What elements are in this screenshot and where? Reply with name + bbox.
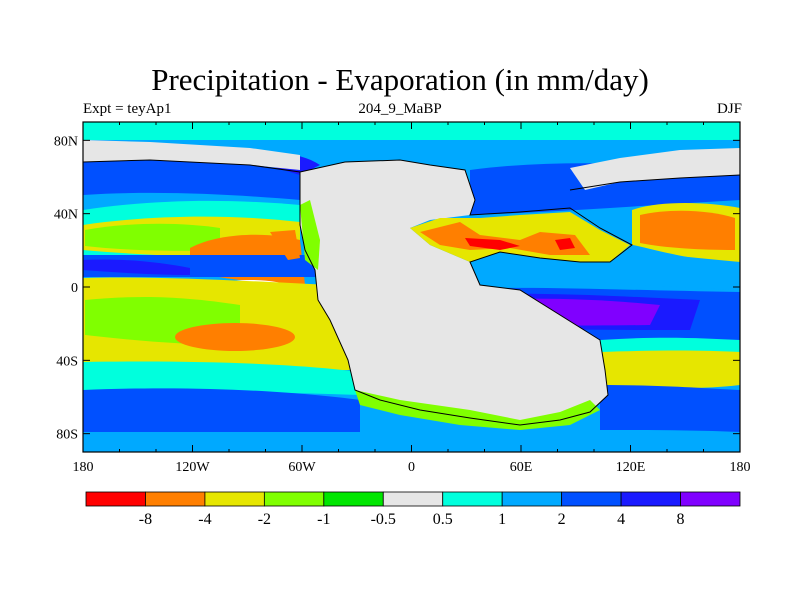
coastline-arctic	[83, 159, 740, 191]
tethys-orange	[420, 222, 590, 255]
arctic-land-east	[570, 148, 740, 190]
coastline	[299, 159, 633, 426]
colorbar-label: -2	[258, 511, 271, 528]
colorbar-swatch	[680, 491, 741, 507]
x-tick-label: 0	[408, 460, 415, 475]
antarctic-band	[83, 432, 740, 452]
tethys-red-1	[465, 238, 520, 250]
x-tick-label: 60E	[510, 460, 533, 475]
east-south-yellow	[600, 343, 740, 389]
pangea-south-rim	[355, 390, 600, 430]
colorbar-swatch	[263, 491, 325, 507]
time-period-label: 204_9_MaBP	[358, 101, 442, 117]
colorbar-label: -1	[317, 511, 330, 528]
colorbar-label: 0.5	[433, 511, 453, 528]
colorbar-label: -0.5	[371, 511, 396, 528]
y-tick-label: 40N	[54, 208, 78, 223]
colorbar-swatch	[561, 491, 622, 507]
x-axis: 180 120W 60W 0 60E 120E 180	[73, 122, 751, 475]
x-tick-label: 180	[73, 460, 94, 475]
colorbar-swatch	[382, 491, 444, 507]
colorbar-swatch	[204, 491, 265, 507]
colorbar-swatch	[442, 491, 503, 507]
east-north-orange	[640, 210, 735, 250]
east-cyan-strip	[600, 337, 740, 352]
colorbar-swatch	[85, 491, 146, 507]
south-pacific-orange	[175, 323, 295, 351]
colorbar-label: -8	[139, 511, 152, 528]
pangea-west-rim	[300, 200, 320, 270]
east-southern-storm	[600, 385, 740, 432]
colorbar-label: 1	[498, 511, 506, 528]
north-pacific-green	[85, 223, 220, 251]
colorbar-swatch	[323, 491, 384, 507]
east-equator-light	[600, 240, 740, 290]
x-tick-label: 180	[730, 460, 751, 475]
y-tick-label: 40S	[56, 354, 78, 369]
y-tick-label: 80N	[54, 134, 78, 149]
y-axis: 80N 40N 0 40S 80S	[54, 134, 740, 443]
x-tick-label: 120E	[616, 460, 646, 475]
equator-deep	[83, 259, 190, 275]
colorbar-swatch	[620, 491, 681, 507]
colorbar-swatch	[145, 491, 206, 507]
map-field	[83, 122, 740, 452]
y-tick-label: 80S	[56, 428, 78, 443]
pangea-landmass	[300, 160, 608, 425]
south-cyan-band	[83, 361, 360, 395]
colorbar-label: 2	[558, 511, 566, 528]
tethys-red-2	[555, 238, 575, 250]
x-tick-label: 60W	[288, 460, 316, 475]
colorbar: -8 -4 -2 -1 -0.5 0.5 1 2 4 8	[85, 491, 741, 528]
north-pacific-storm-track	[83, 155, 300, 200]
colorbar-label: 4	[617, 511, 625, 528]
southern-storm-track	[83, 388, 360, 440]
x-tick-label: 120W	[175, 460, 210, 475]
colorbar-label: 8	[677, 511, 685, 528]
arctic-land	[83, 140, 300, 170]
experiment-label: Expt = teyAp1	[83, 101, 172, 117]
colorbar-swatch	[501, 491, 563, 507]
y-tick-label: 0	[71, 281, 78, 296]
pangea-west-orange	[270, 230, 300, 260]
season-label: DJF	[716, 101, 742, 117]
colorbar-label: -4	[198, 511, 211, 528]
map-title: Precipitation - Evaporation (in mm/day)	[151, 62, 649, 97]
